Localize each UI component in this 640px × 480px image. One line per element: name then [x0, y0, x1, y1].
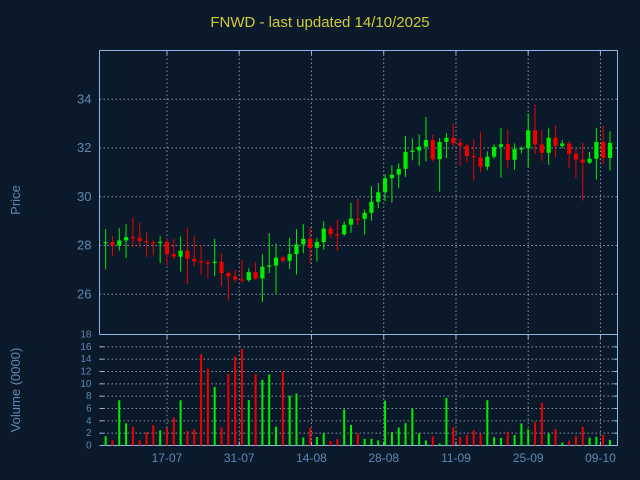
svg-text:09-10: 09-10 — [585, 451, 616, 465]
svg-text:Volume (0000): Volume (0000) — [8, 348, 23, 433]
svg-text:4: 4 — [86, 416, 92, 427]
svg-text:14: 14 — [80, 354, 92, 365]
svg-text:28-08: 28-08 — [368, 451, 399, 465]
svg-text:18: 18 — [80, 330, 92, 341]
svg-text:30: 30 — [77, 189, 91, 204]
svg-text:12: 12 — [80, 367, 92, 378]
svg-text:0: 0 — [86, 441, 92, 452]
svg-text:25-09: 25-09 — [513, 451, 544, 465]
svg-text:11-09: 11-09 — [441, 451, 471, 465]
svg-text:6: 6 — [86, 404, 92, 415]
svg-text:26: 26 — [77, 286, 91, 301]
svg-text:8: 8 — [86, 391, 92, 402]
svg-text:10: 10 — [80, 379, 92, 390]
svg-text:32: 32 — [77, 140, 91, 155]
svg-text:34: 34 — [77, 91, 91, 106]
svg-text:31-07: 31-07 — [224, 451, 255, 465]
svg-text:2: 2 — [86, 428, 92, 439]
svg-text:28: 28 — [77, 238, 91, 253]
svg-text:17-07: 17-07 — [152, 451, 183, 465]
svg-text:16: 16 — [80, 342, 92, 353]
svg-text:FNWD - last updated 14/10/2025: FNWD - last updated 14/10/2025 — [210, 14, 429, 31]
svg-text:Price: Price — [8, 185, 23, 215]
svg-text:14-08: 14-08 — [296, 451, 327, 465]
